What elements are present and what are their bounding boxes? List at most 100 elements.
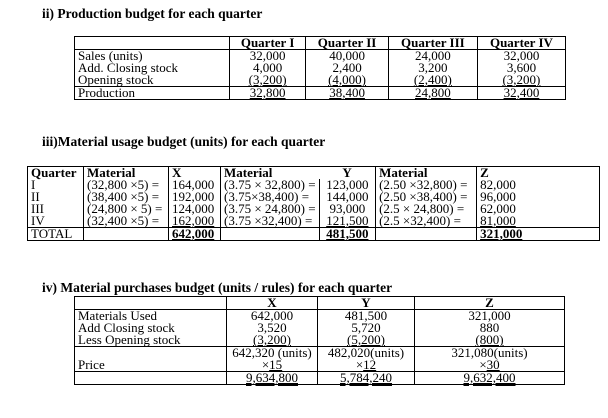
table-row: Sales (units) 32,000 40,000 24,000 32,00… [74,48,566,63]
cell-value: (3,200) [253,332,291,347]
total-row: 9,634,800 5,784,240 9,632,400 [74,370,565,385]
header-cell: Material [375,166,477,179]
cell: 481,500 [318,227,376,241]
production-table: Quarter I Quarter II Quarter III Quarter… [74,36,566,100]
header-cell: Material [83,166,169,179]
cell-value: 38,400 [329,85,365,100]
header-cell: X [168,166,221,179]
cell: 9,632,400 [414,370,565,385]
cell: 321,000 [476,226,600,241]
cell: 24,000 [387,49,478,62]
cell-value: (3,200) [502,72,541,87]
cell: 124,000 [168,202,221,215]
table-row: Less Opening stock (3,200) (5,200) (800) [75,332,565,347]
cell: 32,400 [476,86,566,100]
row-label: Sales (units) [78,48,143,63]
cell: 481,500 [317,309,415,322]
cell: 24,800 [387,85,478,100]
cell [83,227,169,241]
cell: 164,000 [168,178,221,191]
cell: 144,000 [318,190,376,203]
row-label: Price [78,357,105,372]
cell: 32,000 [476,49,566,62]
row-label: Add Closing stock [78,320,175,335]
cell: ×15 [226,357,318,372]
times-sign: × [355,357,364,372]
cell-value: (800) [475,332,504,347]
total-z: 9,632,400 [463,370,516,385]
cell: (24,800 × 5) = [83,202,169,215]
cell: 121,500 [318,213,376,228]
cell: (3.75×38,400) = [220,190,320,203]
header-cell: Y [317,296,415,310]
row-label [75,372,227,385]
cell: 32,800 [228,86,306,100]
cell-value: 121,500 [326,213,369,228]
cell: 96,000 [476,190,600,203]
cell: (800) [414,332,565,347]
total-y: 5,784,240 [340,370,392,385]
cell: (4,000) [305,73,389,87]
table-row: Opening stock (3,200) (4,000) (2,400) (3… [75,72,566,87]
header-cell: Material [220,166,320,179]
row-label: Less Opening stock [78,332,181,347]
purchases-heading: iv) Material purchases budget (units / r… [42,280,393,295]
table-row: Materials Used 642,000 481,500 321,000 [74,309,565,322]
table-row: Production 32,800 38,400 24,800 32,400 [74,85,566,100]
cell: I [31,177,36,192]
total-z: 321,000 [480,226,523,241]
table-header-row: Quarter I Quarter II Quarter III Quarter… [75,36,566,50]
cell: 3,600 [476,61,566,74]
cell: 93,000 [318,202,376,215]
cell: (3.75 × 32,800) = [220,178,320,191]
cell-value: (2,400) [413,72,452,87]
table-row: Add. Closing stock 4,000 2,400 3,200 3,6… [75,60,566,75]
cell-value: 24,800 [415,85,451,100]
cell: 321,080(units) [414,346,565,359]
cell: ×12 [317,357,415,372]
header-cell: Z [414,296,565,310]
cell: ×30 [414,357,565,372]
cell: IV [31,213,45,228]
header-cell: Quarter II [305,36,389,50]
header-cell: Y [342,165,352,180]
cell: (3.75 × 24,800) = [220,202,320,215]
row-label: Production [78,85,136,100]
cell-value: 81,000 [480,213,516,228]
cell-value: (5,200) [347,332,385,347]
cell: (3,200) [228,73,306,87]
cell: (3,200) [226,332,318,347]
table-row: III (24,800 × 5) = 124,000 (3.75 × 24,800) … [28,202,600,215]
total-x: 642,000 [172,226,215,241]
production-heading: ii) Production budget for each quarter [42,6,263,21]
cell: (32,400 ×5) = [83,214,169,228]
header-cell: Z [476,166,600,179]
cell: 642,320 (units) [226,346,318,359]
purchases-table: X Y Z Materials Used 642,000 481,500 321,00… [74,296,565,385]
table-header-row: Quarter Material X Material Y Material Z [28,165,600,180]
price-y: 12 [363,357,377,372]
cell: (2.5 ×32,400) = [375,214,477,228]
cell: (2.5 × 24,800) = [375,202,477,215]
cell: 62,000 [476,202,600,215]
cell: 321,000 [414,309,565,322]
cell: 4,000 [228,61,306,74]
cell: II [31,189,40,204]
cell: 9,634,800 [226,371,318,385]
cell: (32,800 ×5) = [83,178,169,191]
cell: 32,000 [228,49,306,62]
usage-heading: iii)Material usage budget (units) for ea… [42,134,326,149]
cell: 5,784,240 [317,370,415,385]
table-row: I (32,800 ×5) = 164,000 (3.75 × 32,800) = 12… [28,177,600,192]
cell: 162,000 [168,214,221,228]
table-row: Add Closing stock 3,520 5,720 880 [75,320,565,335]
times-sign: × [479,357,487,372]
header-cell: Quarter [31,165,77,180]
cell: (2.50 ×38,400) = [375,190,477,203]
cell: 642,000 [168,226,221,241]
row-label: Add. Closing stock [78,60,179,75]
header-cell: X [226,296,318,310]
cell: 81,000 [476,213,600,228]
total-row: TOTAL 642,000 481,500 321,000 [27,226,600,241]
price-x: 15 [269,357,283,372]
